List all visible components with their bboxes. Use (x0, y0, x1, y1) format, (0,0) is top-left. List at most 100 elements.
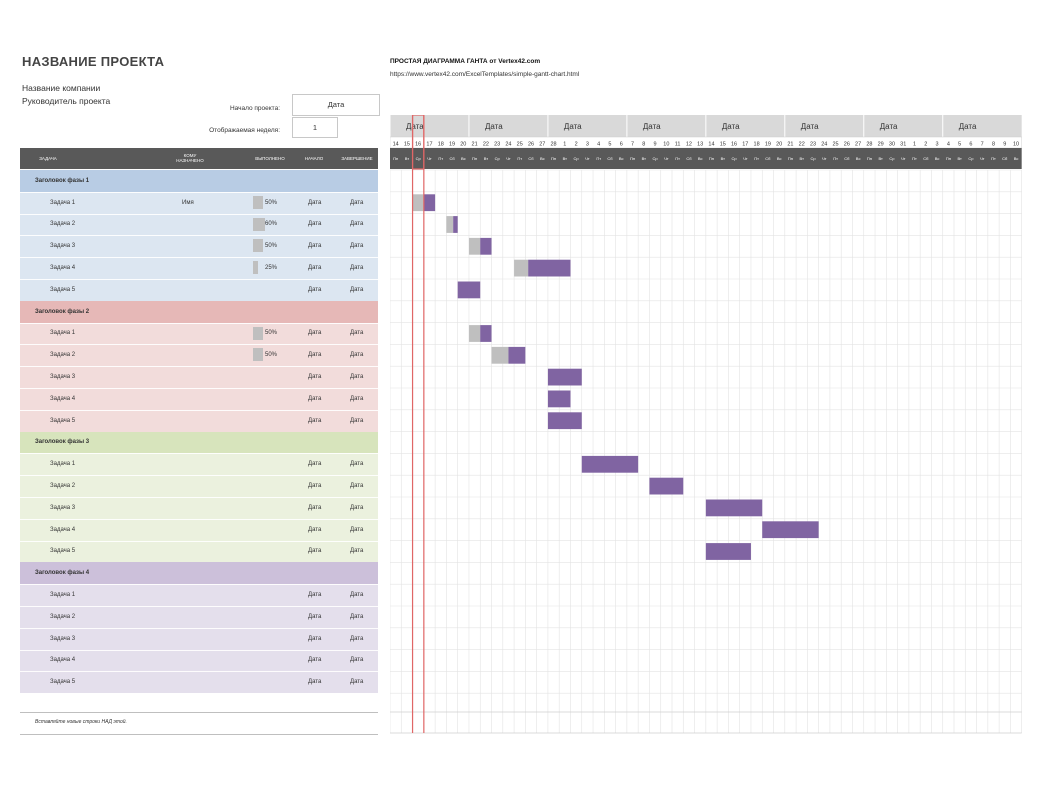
project-start-input[interactable]: Дата (292, 94, 380, 116)
row-divider (20, 475, 378, 477)
task-row[interactable]: Задача 5 Дата Дата (20, 279, 378, 301)
day-number: 23 (494, 142, 500, 148)
day-number: 2 (924, 142, 927, 148)
task-name: Задача 1 (50, 461, 76, 468)
gantt-bar (705, 543, 751, 560)
gantt-bar (547, 412, 582, 430)
weekday-abbr: Пт (517, 156, 522, 161)
phase-title: Заголовок фазы 2 (35, 308, 90, 315)
task-name: Задача 1 (50, 592, 76, 599)
day-number: 10 (663, 142, 669, 148)
weekday-abbr: Пт (675, 156, 680, 161)
task-end-date: Дата (350, 352, 364, 359)
task-start-date: Дата (308, 526, 322, 533)
weekday-abbr: Пт (912, 156, 917, 161)
weekday-abbr: Вт (405, 156, 410, 161)
task-start-date: Дата (308, 199, 322, 206)
task-start-date: Дата (308, 635, 322, 642)
task-start-date: Дата (308, 417, 322, 424)
task-row[interactable]: Задача 3 Дата Дата (20, 366, 378, 388)
gantt-bar-remaining (480, 325, 492, 342)
task-name: Задача 3 (50, 504, 76, 511)
gantt-bar (581, 455, 639, 473)
task-row[interactable]: Задача 5 Дата Дата (20, 409, 378, 432)
task-name: Задача 5 (50, 679, 76, 686)
day-number: 6 (620, 142, 623, 148)
progress-bar (253, 195, 263, 209)
task-end-date: Дата (350, 395, 364, 402)
task-end-date: Дата (350, 592, 364, 599)
display-week-label: Отображаемая неделя: (209, 127, 280, 134)
weekday-abbr: Пн (551, 156, 556, 161)
weekday-abbr: Вт (563, 156, 568, 161)
weekday-abbr: Сб (765, 156, 771, 161)
task-end-date: Дата (350, 199, 364, 206)
day-number: 1 (913, 142, 916, 148)
task-row[interactable]: Задача 4 Дата Дата (20, 649, 378, 672)
gantt-bar-remaining (528, 259, 571, 277)
task-row[interactable]: Задача 2 60% Дата Дата (20, 213, 378, 236)
phase-title: Заголовок фазы 1 (35, 177, 90, 184)
weekday-abbr: Вс (461, 156, 466, 161)
task-name: Задача 3 (50, 635, 76, 642)
task-start-date: Дата (308, 352, 322, 359)
row-divider (20, 366, 378, 368)
task-row[interactable]: Задача 4 Дата Дата (20, 388, 378, 410)
gantt-bar (547, 368, 582, 386)
insert-note: Вставляйте новые строки НАД этой. (35, 719, 127, 725)
project-manager: Руководитель проекта (22, 96, 111, 106)
weekday-abbr: Вт (721, 156, 726, 161)
task-row[interactable]: Задача 1 50% Дата Дата (20, 322, 378, 345)
day-number: 5 (958, 142, 961, 148)
day-number: 14 (393, 142, 399, 148)
weekday-abbr: Пн (867, 156, 872, 161)
task-row[interactable]: Задача 1 Дата Дата (20, 453, 378, 476)
task-end-date: Дата (350, 221, 364, 228)
task-row[interactable]: Задача 2 Дата Дата (20, 606, 378, 628)
day-number: 3 (936, 142, 939, 148)
weekday-abbr: Вт (484, 156, 489, 161)
day-number: 18 (438, 142, 444, 148)
task-row[interactable]: Задача 1 Имя 50% Дата Дата (20, 191, 378, 214)
task-row[interactable]: Задача 3 Дата Дата (20, 497, 378, 519)
day-number: 9 (1003, 142, 1006, 148)
phase-header-row[interactable]: Заголовок фазы 3 (20, 431, 378, 454)
weekday-abbr: Вт (957, 156, 962, 161)
weekday-abbr: Чт (980, 156, 985, 161)
task-row[interactable]: Задача 3 50% Дата Дата (20, 235, 378, 258)
phase-header-row[interactable]: Заголовок фазы 2 (20, 300, 378, 323)
task-row[interactable]: Задача 4 25% Дата Дата (20, 257, 378, 279)
day-number: 18 (754, 142, 760, 148)
task-start-date: Дата (308, 548, 322, 555)
task-name: Задача 3 (50, 374, 76, 381)
day-number: 16 (415, 142, 421, 148)
task-row[interactable]: Задача 2 50% Дата Дата (20, 344, 378, 367)
progress-value: 25% (265, 265, 278, 272)
weekday-abbr: Вт (878, 156, 883, 161)
task-row[interactable]: Задача 1 Дата Дата (20, 584, 378, 606)
row-divider (20, 540, 378, 542)
task-row[interactable]: Задача 2 Дата Дата (20, 475, 378, 497)
gantt-url-link[interactable]: https://www.vertex42.com/ExcelTemplates/… (390, 71, 580, 78)
progress-value: 50% (265, 352, 278, 359)
progress-value: 50% (265, 330, 278, 337)
day-number: 29 (878, 142, 884, 148)
task-start-date: Дата (308, 461, 322, 468)
task-end-date: Дата (350, 548, 364, 555)
task-row[interactable]: Задача 5 Дата Дата (20, 671, 378, 694)
phase-header-row[interactable]: Заголовок фазы 4 (20, 562, 378, 585)
display-week-input[interactable]: 1 (292, 117, 338, 138)
day-number: 27 (539, 142, 545, 148)
weekday-abbr: Ср (889, 156, 895, 161)
task-row[interactable]: Задача 3 Дата Дата (20, 627, 378, 650)
task-start-date: Дата (308, 679, 322, 686)
weekday-abbr: Чт (822, 156, 827, 161)
progress-value: 50% (265, 243, 278, 250)
progress-bar (253, 261, 258, 275)
phase-header-row[interactable]: Заголовок фазы 1 (20, 170, 378, 192)
task-row[interactable]: Задача 5 Дата Дата (20, 540, 378, 563)
table-header: ЗАДАЧА КОМУ НАЗНАЧЕНО ВЫПОЛНЕНО НАЧАЛО З… (20, 148, 378, 169)
task-row[interactable]: Задача 4 Дата Дата (20, 518, 378, 541)
header-progress: ВЫПОЛНЕНО (255, 156, 285, 161)
weekday-band (390, 148, 1022, 169)
